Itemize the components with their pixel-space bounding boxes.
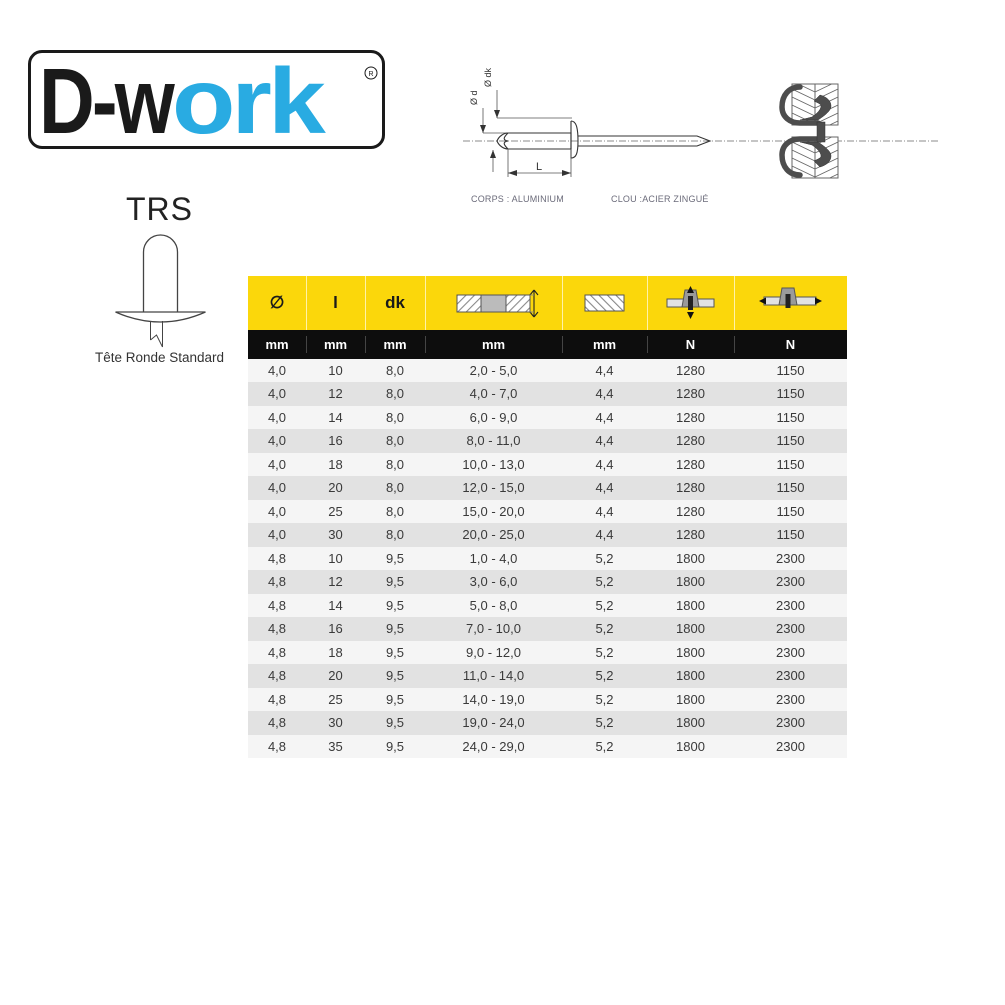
svg-text:CORPS : ALUMINIUM: CORPS : ALUMINIUM (471, 194, 564, 204)
svg-text:Tête Ronde Standard: Tête Ronde Standard (95, 350, 224, 365)
svg-text:Ø dk: Ø dk (483, 67, 493, 87)
svg-text:R: R (368, 71, 373, 78)
svg-text:TRS: TRS (126, 191, 193, 227)
svg-text:D-w: D-w (39, 53, 175, 152)
svg-text:ork: ork (172, 53, 326, 152)
svg-text:L: L (536, 161, 542, 173)
svg-text:CLOU :ACIER ZINGUÉ: CLOU :ACIER ZINGUÉ (611, 194, 709, 204)
svg-text:Ø d: Ø d (469, 90, 479, 105)
